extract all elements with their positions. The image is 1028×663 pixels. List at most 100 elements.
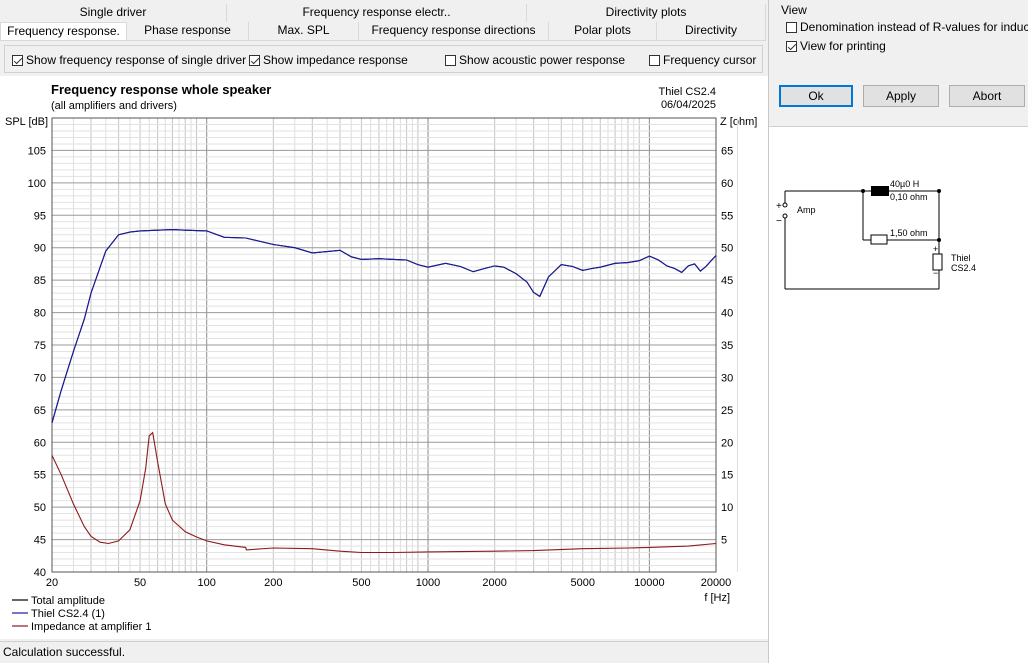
y-tick-label: 70 [34, 372, 46, 384]
checkbox-box[interactable] [12, 54, 23, 66]
series-thiel-cs2-4-1- [51, 229, 717, 423]
view-group-label: View [781, 3, 807, 17]
y-tick-label: 75 [34, 340, 46, 352]
y-tick-label: 100 [28, 178, 46, 190]
plot-frame [51, 117, 717, 573]
y-tick-label: 50 [34, 502, 46, 514]
x-tick-label: 20000 [701, 577, 732, 589]
y2-tick-label: 25 [721, 405, 733, 417]
y2-tick-label: 40 [721, 308, 733, 320]
checkbox-box[interactable] [786, 40, 797, 52]
status-bar: Calculation successful. [0, 641, 768, 663]
tab-row-top: Single driver Frequency response electr.… [0, 4, 766, 22]
chart-subtitle: (all amplifiers and drivers) [51, 100, 177, 112]
apply-button[interactable]: Apply [863, 85, 939, 107]
right-panel: View Denomination instead of R-values fo… [768, 0, 1028, 663]
view-group: View Denomination instead of R-values fo… [769, 0, 1028, 127]
tab-max-spl[interactable]: Max. SPL [249, 22, 359, 40]
y-tick-label: 80 [34, 308, 46, 320]
x-tick-label: 500 [352, 577, 370, 589]
checkbox-box[interactable] [786, 21, 797, 33]
tab-frequency-response-directions[interactable]: Frequency response directions [359, 22, 549, 40]
series-impedance-at-amplifier-1 [51, 431, 717, 554]
view-for-printing-checkbox[interactable]: View for printing [786, 39, 886, 53]
tab-frequency-response[interactable]: Frequency response. [0, 22, 127, 40]
y2-tick-label: 5 [721, 535, 727, 547]
x-tick-label: 50 [134, 577, 146, 589]
y-tick-label: 85 [34, 275, 46, 287]
driver-minus: − [933, 268, 938, 278]
y2-tick-label: 15 [721, 470, 733, 482]
y2-tick-label: 45 [721, 275, 733, 287]
crossover-schematic: + − Amp 40µ0 H 0,10 ohm 1,50 ohm + − Thi… [776, 179, 976, 290]
checkbox-box[interactable] [649, 54, 660, 66]
denomination-checkbox[interactable]: Denomination instead of R-values for ind… [786, 20, 1028, 34]
resistor-symbol [870, 234, 888, 245]
x-tick-label: 20 [46, 577, 58, 589]
x-tick-label: 1000 [416, 577, 440, 589]
inductor-value: 40µ0 H [890, 179, 919, 189]
left-axis-label: SPL [dB] [5, 116, 48, 128]
legend-label: Thiel CS2.4 (1) [31, 608, 105, 620]
y2-tick-label: 30 [721, 372, 733, 384]
x-tick-label: 10000 [634, 577, 665, 589]
show-impedance-checkbox[interactable]: Show impedance response [249, 53, 408, 67]
driver-name: Thiel [951, 253, 971, 263]
checkbox-label: Show acoustic power response [459, 53, 626, 67]
frequency-response-chart: Frequency response whole speaker (all am… [5, 82, 757, 633]
inductor-symbol [871, 186, 889, 196]
minus-sign: − [776, 216, 782, 227]
driver-symbol [932, 253, 943, 271]
amp-label: Amp [797, 205, 816, 215]
resistor-value: 1,50 ohm [890, 228, 928, 238]
x-axis-label: f [Hz] [704, 592, 730, 604]
speaker-name: Thiel CS2.4 [659, 86, 716, 98]
y-tick-label: 90 [34, 243, 46, 255]
checkbox-label: Show impedance response [263, 53, 408, 67]
inductor-resistance: 0,10 ohm [890, 192, 928, 202]
tab-phase-response[interactable]: Phase response [127, 22, 249, 40]
checkbox-label: Denomination instead of R-values for ind… [800, 20, 1028, 34]
tab-directivity-plots[interactable]: Directivity plots [527, 4, 766, 22]
right-axis-label: Z [ohm] [720, 116, 757, 128]
y-tick-label: 40 [34, 567, 46, 579]
y-tick-label: 55 [34, 470, 46, 482]
legend-label: Total amplitude [31, 595, 105, 607]
checkbox-label: View for printing [800, 39, 886, 53]
driver-model: CS2.4 [951, 263, 976, 273]
chart-series [51, 229, 717, 554]
checkbox-box[interactable] [445, 54, 456, 66]
tab-row-bottom: Frequency response. Phase response Max. … [0, 22, 766, 41]
y-tick-label: 95 [34, 210, 46, 222]
display-options-bar: Show frequency response of single driver… [4, 45, 763, 73]
y2-tick-label: 65 [721, 145, 733, 157]
tab-polar-plots[interactable]: Polar plots [549, 22, 657, 40]
tab-directivity[interactable]: Directivity [657, 22, 766, 40]
y2-tick-label: 60 [721, 178, 733, 190]
legend-label: Impedance at amplifier 1 [31, 621, 151, 633]
y2-tick-label: 35 [721, 340, 733, 352]
x-tick-label: 2000 [482, 577, 506, 589]
show-acoustic-power-checkbox[interactable]: Show acoustic power response [445, 53, 625, 67]
y2-tick-label: 10 [721, 502, 733, 514]
plus-sign: + [776, 201, 782, 212]
abort-button[interactable]: Abort [949, 85, 1025, 107]
y-tick-label: 45 [34, 535, 46, 547]
show-single-driver-checkbox[interactable]: Show frequency response of single driver [12, 53, 246, 67]
checkbox-box[interactable] [249, 54, 260, 66]
tab-frequency-response-electrical[interactable]: Frequency response electr.. [227, 4, 527, 22]
y-tick-label: 65 [34, 405, 46, 417]
frequency-cursor-checkbox[interactable]: Frequency cursor [649, 53, 756, 67]
ok-button[interactable]: Ok [779, 85, 853, 107]
checkbox-label: Show frequency response of single driver [26, 53, 247, 67]
chart-grid [51, 117, 738, 573]
driver-plus: + [933, 244, 938, 254]
y2-tick-label: 20 [721, 437, 733, 449]
x-tick-label: 100 [198, 577, 216, 589]
tab-single-driver[interactable]: Single driver [0, 4, 227, 22]
input-terminal-plus [782, 202, 788, 208]
y2-tick-label: 50 [721, 243, 733, 255]
y-tick-label: 60 [34, 437, 46, 449]
y2-tick-label: 55 [721, 210, 733, 222]
